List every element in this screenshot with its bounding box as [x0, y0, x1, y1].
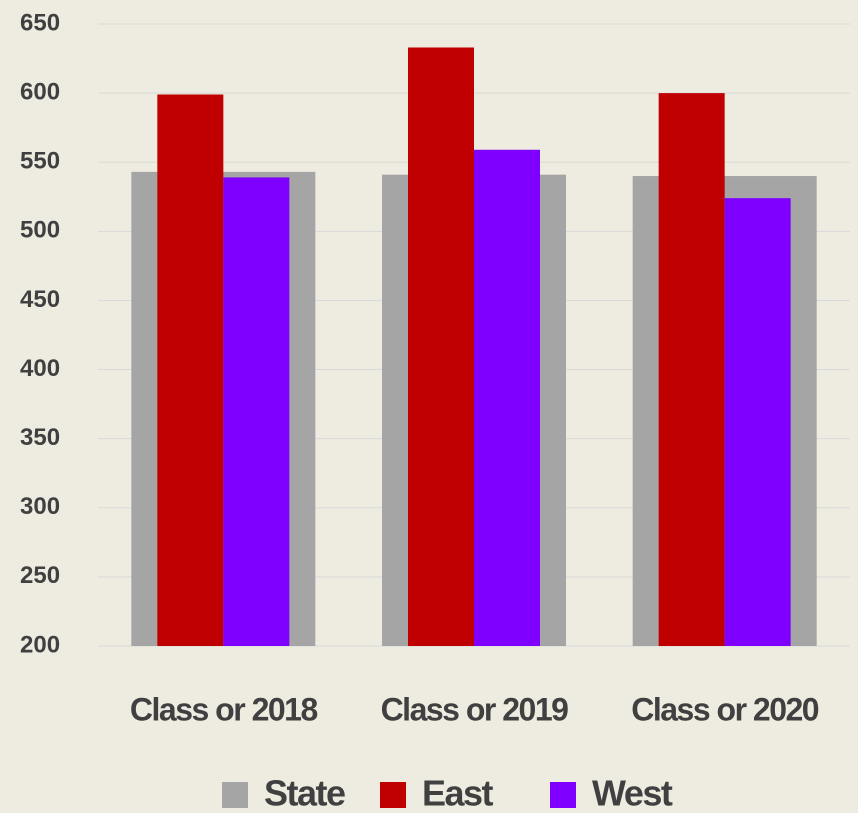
legend-label: West [592, 773, 673, 813]
x-tick-label: Class or 2018 [130, 691, 318, 727]
y-tick-label: 500 [20, 217, 60, 244]
y-tick-label: 300 [20, 493, 60, 520]
bar [658, 93, 725, 647]
bar [724, 198, 791, 646]
bar [223, 177, 290, 646]
legend-swatch [222, 782, 248, 808]
x-tick-label: Class or 2020 [631, 691, 819, 727]
y-tick-label: 250 [20, 562, 60, 589]
legend-swatch [550, 782, 576, 808]
legend-label: East [422, 773, 494, 813]
bar [157, 94, 224, 646]
y-tick-label: 400 [20, 355, 60, 382]
y-tick-label: 350 [20, 424, 60, 451]
x-tick-label: Class or 2019 [381, 691, 569, 727]
legend-label: State [264, 773, 345, 813]
legend-swatch [380, 782, 406, 808]
bar [474, 149, 540, 646]
y-tick-label: 550 [20, 148, 60, 175]
y-tick-label: 650 [20, 9, 60, 36]
y-tick-label: 450 [20, 286, 60, 313]
bar [408, 47, 474, 646]
y-tick-label: 600 [20, 78, 60, 105]
y-tick-label: 200 [20, 631, 60, 658]
